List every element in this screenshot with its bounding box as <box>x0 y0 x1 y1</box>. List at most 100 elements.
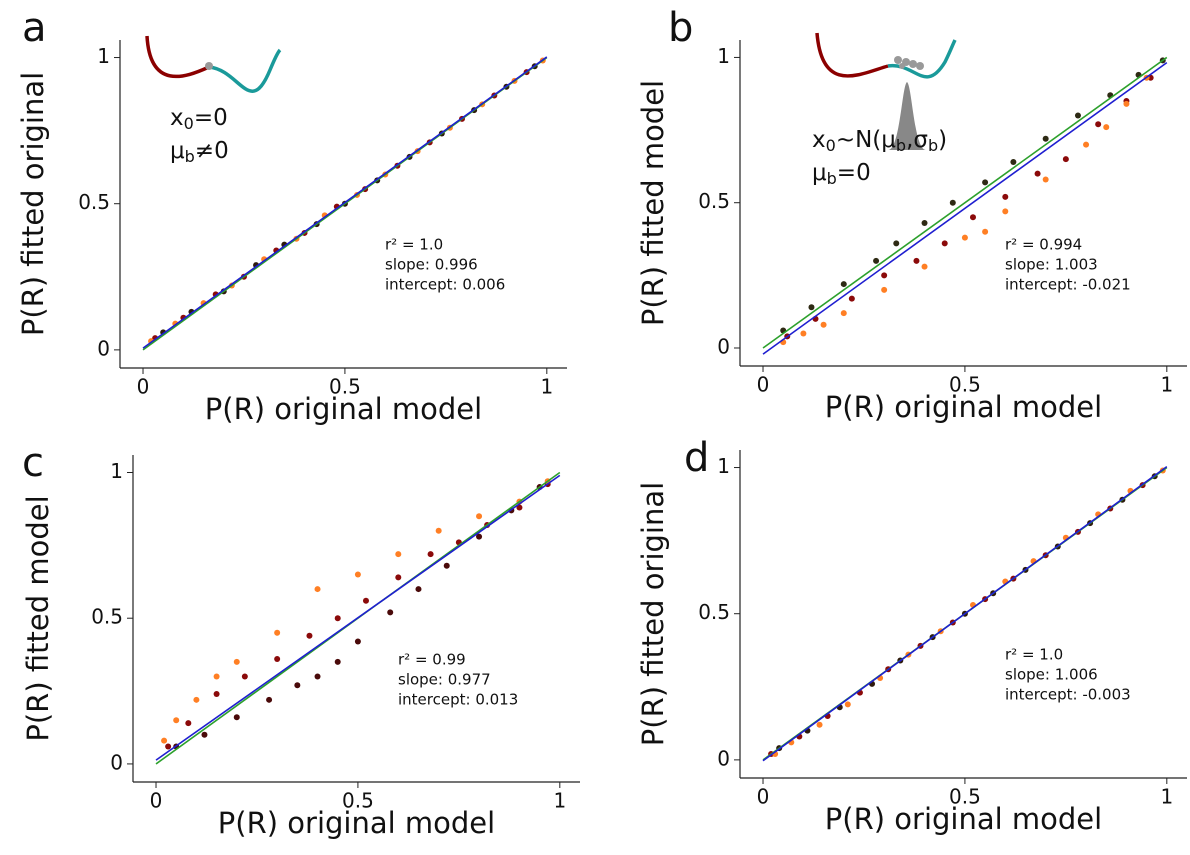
point <box>241 673 248 680</box>
y-tick-label: 0.5 <box>78 190 110 214</box>
point <box>820 321 827 328</box>
inset-label: μb=0 <box>812 160 871 188</box>
balls <box>894 56 924 70</box>
fit-line <box>762 466 1168 762</box>
point <box>881 286 888 293</box>
subscript: b <box>827 169 837 188</box>
point <box>306 632 313 639</box>
point <box>274 629 281 636</box>
y-tick-label: 0.5 <box>91 605 123 629</box>
x-tick-label: 0 <box>757 373 770 397</box>
point <box>1002 208 1009 215</box>
point <box>969 214 976 221</box>
point <box>266 696 273 703</box>
point <box>213 673 220 680</box>
point <box>161 737 168 744</box>
annotation: r² = 1.0 <box>1005 646 1063 664</box>
x-axis-label: P(R) original model <box>218 806 495 840</box>
point <box>387 609 394 616</box>
x-tick-label: 0 <box>757 785 770 809</box>
inset-text: ≠0 <box>195 138 229 164</box>
point <box>840 281 847 288</box>
panel-label: a <box>22 5 47 51</box>
potential-right <box>208 48 282 93</box>
point <box>800 330 807 337</box>
point <box>873 257 880 264</box>
point <box>1123 100 1130 107</box>
fit-line <box>762 62 1168 355</box>
y-tick-label: 1 <box>97 44 110 68</box>
subscript: b <box>185 147 195 166</box>
annotation: r² = 1.0 <box>385 236 443 254</box>
annotation: slope: 0.996 <box>385 256 478 274</box>
inset-label: x0=0 <box>170 105 228 133</box>
point <box>476 533 483 540</box>
point <box>840 310 847 317</box>
y-tick-label: 1 <box>717 44 730 68</box>
point <box>1034 170 1041 177</box>
point <box>1083 141 1090 148</box>
point <box>314 586 321 593</box>
annotation: intercept: -0.003 <box>1005 686 1131 704</box>
point <box>314 673 321 680</box>
x-tick-label: 0.5 <box>342 789 374 813</box>
y-tick-label: 0 <box>110 750 123 774</box>
point <box>881 272 888 279</box>
inset-label: μb≠0 <box>170 138 229 166</box>
point <box>427 551 434 558</box>
annotation: intercept: -0.021 <box>1005 276 1131 294</box>
inset-text: =0 <box>837 160 871 186</box>
annotation: intercept: 0.013 <box>398 691 518 709</box>
potential-left <box>145 35 210 79</box>
point <box>808 304 815 311</box>
point <box>233 714 240 721</box>
x-tick-label: 0.5 <box>329 375 361 399</box>
potential-left <box>815 32 889 78</box>
x-tick-label: 1 <box>553 789 566 813</box>
point <box>844 701 851 708</box>
x-axis-label: P(R) original model <box>825 802 1102 836</box>
point <box>1074 112 1081 119</box>
ball <box>205 62 213 70</box>
point <box>816 721 823 728</box>
inset-text: μ <box>170 138 185 164</box>
y-tick-label: 0.5 <box>698 189 730 213</box>
point <box>941 240 948 247</box>
point <box>274 656 281 663</box>
point <box>395 551 402 558</box>
point <box>415 586 422 593</box>
annotation: slope: 0.977 <box>398 671 491 689</box>
point <box>1095 121 1102 128</box>
gaussian <box>888 82 926 150</box>
point <box>334 615 341 622</box>
point <box>893 240 900 247</box>
inset-text: =0 <box>194 105 228 131</box>
y-tick-label: 1 <box>717 454 730 478</box>
point <box>354 638 361 645</box>
inset-text: ,σ <box>906 127 928 153</box>
inset-text: x <box>170 105 184 131</box>
x-tick-label: 1 <box>1160 785 1173 809</box>
point <box>921 220 928 227</box>
point <box>1010 159 1017 166</box>
y-axis-label: P(R) fitted model <box>636 80 670 326</box>
inset-text: ) <box>938 127 947 153</box>
annotation: r² = 0.99 <box>398 651 466 669</box>
point <box>201 731 208 738</box>
y-tick-label: 0 <box>97 336 110 360</box>
panel-label: d <box>684 435 709 481</box>
annotation: slope: 1.003 <box>1005 256 1098 274</box>
annotation: r² = 0.994 <box>1005 236 1082 254</box>
y-axis-label: P(R) fitted original <box>636 482 670 746</box>
inset-text: μ <box>812 160 827 186</box>
inset-text: ~N(μ <box>836 127 896 153</box>
fit-line <box>155 474 561 761</box>
subscript: 0 <box>184 114 194 133</box>
annotation: slope: 1.006 <box>1005 666 1098 684</box>
point <box>921 263 928 270</box>
point <box>435 527 442 534</box>
subscript: b <box>928 136 938 155</box>
annotation: intercept: 0.006 <box>385 276 505 294</box>
point <box>334 658 341 665</box>
